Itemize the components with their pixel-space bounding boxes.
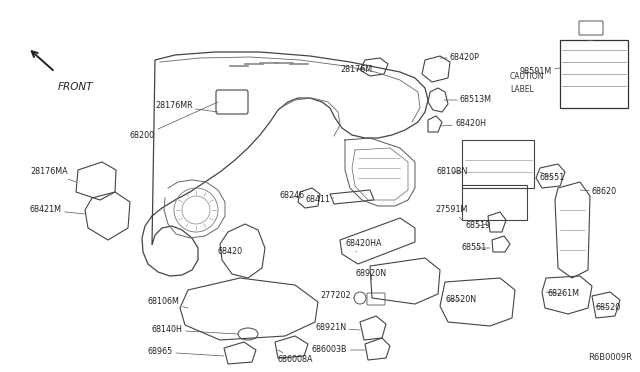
Text: 68246: 68246 (280, 192, 305, 201)
Text: 277202: 277202 (320, 292, 355, 301)
Text: 28176MA: 28176MA (30, 167, 76, 182)
Text: 68420HA: 68420HA (345, 240, 381, 252)
Text: 68965: 68965 (148, 347, 224, 356)
Text: 68420P: 68420P (440, 54, 480, 62)
Text: 28176M: 28176M (340, 65, 372, 74)
Text: 68921N: 68921N (315, 324, 360, 333)
Text: 68551: 68551 (462, 244, 490, 253)
Text: 28176MR: 28176MR (155, 102, 218, 112)
Text: 68420H: 68420H (440, 119, 486, 128)
Text: 68421M: 68421M (30, 205, 85, 215)
Text: 686008A: 686008A (278, 350, 314, 365)
Text: 68261M: 68261M (546, 289, 580, 298)
Text: 68420: 68420 (218, 247, 243, 257)
Text: 686003B: 686003B (312, 346, 365, 355)
Text: 68920N: 68920N (355, 269, 386, 280)
Text: 68140H: 68140H (152, 326, 238, 334)
Text: 68513M: 68513M (444, 96, 492, 105)
Text: 68520N: 68520N (445, 295, 476, 305)
Text: 68551: 68551 (540, 172, 565, 183)
Text: FRONT: FRONT (58, 82, 93, 92)
Text: 68519: 68519 (465, 221, 490, 231)
Text: 68200: 68200 (130, 102, 218, 141)
Text: 68620: 68620 (580, 187, 617, 196)
Text: 27591M: 27591M (436, 205, 468, 220)
Text: CAUTION: CAUTION (510, 72, 545, 81)
Text: 6810BN: 6810BN (436, 167, 468, 176)
Text: R6B0009R: R6B0009R (588, 353, 632, 362)
Text: 68106M: 68106M (148, 298, 188, 308)
Text: 68520: 68520 (596, 304, 621, 312)
Text: 68411: 68411 (305, 196, 334, 205)
Text: LABEL: LABEL (510, 85, 534, 94)
Text: 98591M: 98591M (520, 67, 560, 77)
